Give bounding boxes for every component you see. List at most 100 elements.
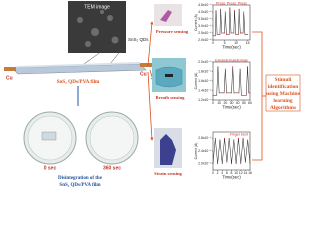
- x-tick-label: 20: [223, 101, 227, 105]
- point: [221, 163, 223, 165]
- point: [223, 92, 225, 94]
- point: [217, 66, 219, 68]
- stimuli-line: Stimuli: [275, 77, 292, 83]
- stimuli-line: identification: [268, 84, 299, 90]
- x-tick-label: 8: [231, 171, 233, 175]
- x-tick-label: 10: [234, 171, 238, 175]
- point: [228, 33, 230, 35]
- arrow: [147, 71, 154, 141]
- annotation: Press: [216, 1, 225, 5]
- y-tick-label: 1.2x10⁻⁶: [198, 98, 212, 102]
- film-piece: [41, 131, 57, 141]
- x-tick-label: 50: [242, 101, 246, 105]
- y-tick-label: 1.6x10⁻⁶: [198, 79, 212, 83]
- point: [247, 33, 249, 35]
- x-tick-label: 15: [246, 41, 250, 45]
- y-tick-label: 2.8x10⁻⁶: [198, 136, 212, 140]
- point: [231, 163, 232, 165]
- point: [249, 163, 251, 165]
- point: [235, 163, 237, 165]
- point: [244, 161, 246, 163]
- point: [224, 68, 226, 70]
- point: [245, 94, 247, 96]
- stimuli-line: using Machine: [266, 91, 300, 97]
- annotation: Press: [238, 1, 247, 5]
- point: [238, 92, 240, 94]
- point: [231, 92, 232, 94]
- photo-label: Strain sensing: [154, 171, 182, 176]
- point: [244, 33, 246, 35]
- y-tick-label: 4.5x10⁻⁶: [198, 3, 212, 7]
- x-tick-label: 40: [236, 101, 240, 105]
- x-axis-label: Time(sec): [222, 175, 241, 180]
- photo-label: Breath sensing: [156, 95, 186, 100]
- film-label: SnS₂ QDs/PVA film: [57, 79, 100, 85]
- point: [224, 32, 226, 34]
- arrow: [147, 21, 154, 67]
- cu-label: Cu: [140, 71, 147, 77]
- y-tick-label: 1.8x10⁻⁶: [198, 69, 212, 73]
- x-tick-label: 0: [212, 171, 214, 175]
- film-top: [12, 62, 140, 68]
- x-tick-label: 0: [212, 41, 214, 45]
- photo-label: Pressure sensing: [156, 29, 189, 34]
- point: [242, 137, 244, 139]
- x-tick-label: 10: [234, 41, 238, 45]
- x-tick-label: 4: [221, 171, 223, 175]
- point: [225, 33, 227, 35]
- point: [226, 92, 228, 94]
- point: [237, 137, 239, 139]
- point: [228, 137, 230, 139]
- time-label: 0 sec: [44, 165, 57, 171]
- point: [233, 92, 235, 94]
- x-axis-label: Time(sec): [222, 45, 241, 50]
- annotation: Finger bent: [230, 132, 248, 136]
- y-tick-label: 2.4x10⁻⁶: [198, 149, 212, 153]
- y-tick-label: 3.0x10⁻⁶: [198, 24, 212, 28]
- time-label: 360 sec: [103, 165, 121, 171]
- x-tick-label: 5: [224, 41, 226, 45]
- x-tick-label: 0: [212, 101, 214, 105]
- point: [220, 8, 222, 10]
- point: [239, 68, 241, 70]
- film: [11, 63, 147, 75]
- point: [219, 33, 221, 35]
- x-tick-label: 6: [226, 171, 228, 175]
- point: [216, 94, 218, 96]
- qds-label: SnS₂ QDs: [128, 37, 149, 42]
- y-tick-label: 2.0x10⁻⁶: [198, 162, 212, 166]
- x-tick-label: 60: [248, 101, 252, 105]
- y-tick-label: 2.0x10⁻⁶: [198, 60, 212, 64]
- point: [224, 137, 226, 139]
- cu-label: Cu: [6, 75, 13, 81]
- point: [234, 10, 236, 12]
- tem-texture: [77, 10, 119, 47]
- pointer: [83, 43, 113, 65]
- x-tick-label: 16: [248, 171, 252, 175]
- y-tick-label: 2.0x10⁻⁶: [198, 38, 212, 42]
- point: [235, 33, 237, 35]
- point: [221, 32, 223, 34]
- y-axis-label: Current (A): [194, 14, 198, 31]
- point: [233, 139, 235, 141]
- stimuli-line: Algorithms: [270, 105, 296, 111]
- point: [217, 163, 219, 165]
- point: [237, 33, 239, 35]
- point: [212, 35, 214, 37]
- figure: TEM image SnS₂ QDs Cu Cu SnS₂ QDs/PVA fi…: [4, 1, 301, 188]
- pointer: [109, 43, 127, 65]
- point: [219, 139, 221, 141]
- tem-label: TEM image: [84, 4, 110, 10]
- tem-image: [68, 1, 126, 53]
- stimuli-box: [265, 74, 301, 112]
- point: [215, 10, 217, 12]
- y-tick-label: 1.4x10⁻⁶: [198, 88, 212, 92]
- point: [242, 32, 244, 34]
- point: [218, 92, 220, 94]
- y-tick-label: 2.5x10⁻⁶: [198, 31, 212, 35]
- point: [247, 139, 249, 141]
- caption: Disintegration of the: [58, 176, 103, 181]
- x-tick-label: 2: [217, 171, 219, 175]
- bracket: [252, 31, 263, 161]
- point: [212, 94, 214, 96]
